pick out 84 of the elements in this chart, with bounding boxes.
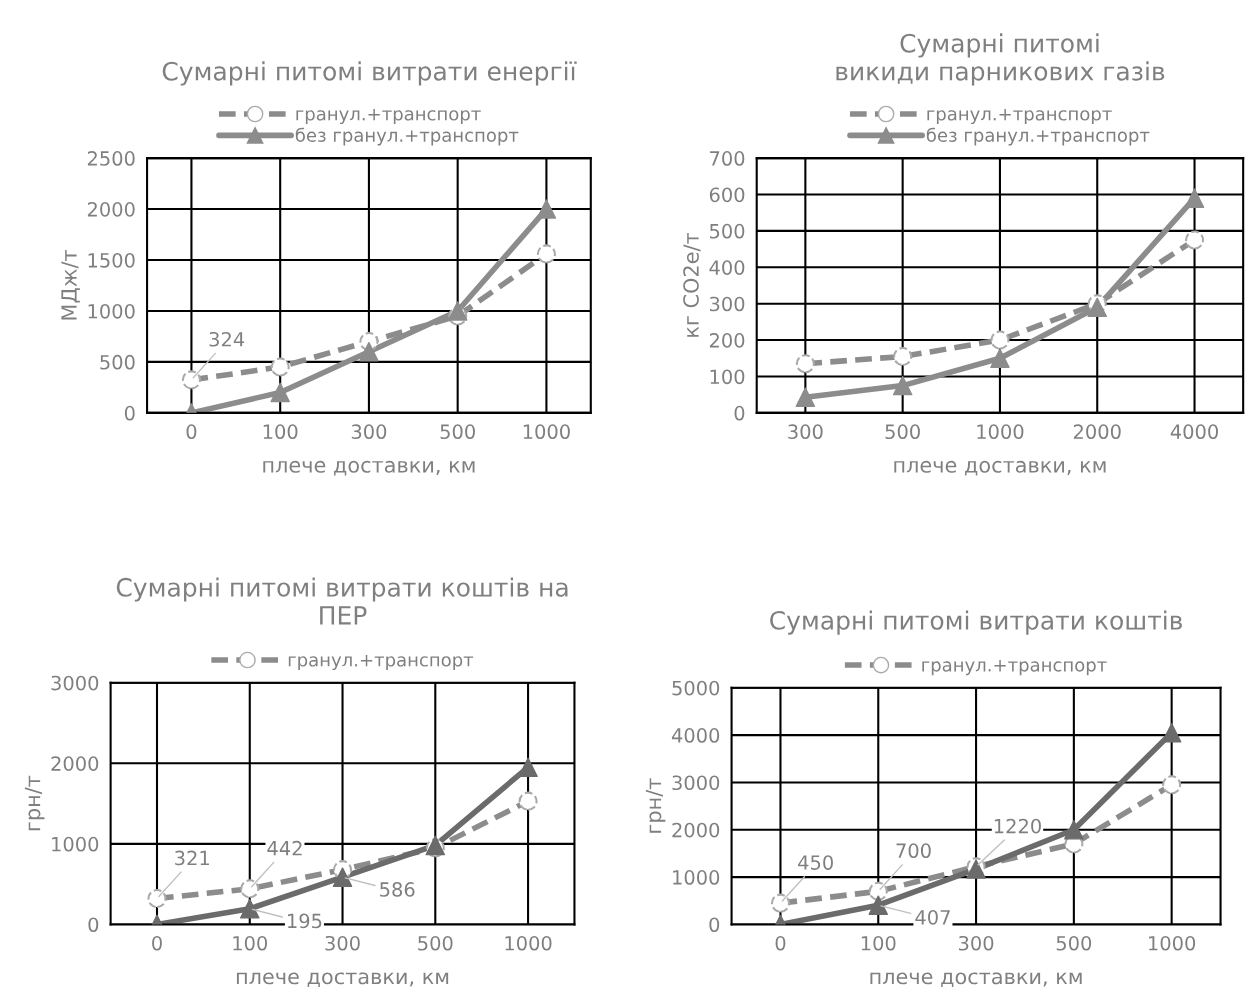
x-tick-label: 500: [440, 424, 475, 440]
y-tick-label: 1000: [52, 836, 99, 852]
x-tick-label: 500: [885, 424, 920, 440]
y-tick-label: 200: [709, 333, 745, 348]
point: [990, 348, 1010, 369]
y-tick-label: 5000: [672, 680, 720, 696]
annotation: 324: [209, 331, 245, 347]
x-tick-label: 500: [1056, 935, 1092, 951]
y-tick-label: 700: [710, 151, 745, 166]
x-tick-label: 0: [775, 935, 786, 951]
x-tick-label: 0: [152, 935, 162, 951]
y-tick-label: 1500: [88, 252, 135, 268]
legend-label: гранул.+транспорт: [927, 108, 1112, 125]
y-tick-label: 1000: [88, 303, 135, 319]
x-tick-label: 100: [233, 935, 268, 951]
y-tick-label: 3000: [51, 675, 99, 691]
y-axis-title: кг CO2e/т: [683, 232, 701, 337]
y-axis-title: МДж/т: [61, 250, 80, 320]
point: [240, 898, 260, 919]
y-tick-label: 0: [124, 405, 135, 421]
chart-title: Сумарні питомі викиди парникових газів: [836, 33, 1165, 86]
x-axis-title: плече доставки, км: [870, 972, 1082, 987]
x-tick-label: 1000: [523, 424, 570, 440]
y-tick-label: 0: [734, 405, 745, 421]
annotation: 700: [896, 843, 931, 859]
annotation: 450: [798, 855, 833, 870]
point: [1064, 820, 1084, 840]
y-tick-label: 4000: [671, 728, 720, 743]
x-tick-label: 1000: [1149, 935, 1196, 951]
point: [795, 387, 816, 407]
y-tick-label: 500: [100, 354, 135, 370]
x-tick-label: 4000: [1170, 424, 1218, 440]
x-tick-label: 100: [263, 424, 298, 440]
annotation: 1220: [994, 818, 1041, 834]
y-tick-label: 600: [709, 187, 745, 203]
y-tick-label: 2000: [672, 822, 720, 838]
point: [518, 757, 538, 778]
annotation: 321: [175, 850, 209, 866]
x-tick-label: 500: [418, 935, 453, 951]
x-tick-label: 300: [325, 935, 360, 951]
annotation: 442: [267, 840, 302, 856]
legend-label: без гранул.+транспорт: [926, 127, 1150, 146]
y-tick-label: 3000: [672, 775, 720, 791]
x-tick-label: 300: [351, 424, 387, 440]
annotation: 407: [915, 909, 950, 925]
y-tick-label: 500: [709, 223, 745, 239]
x-tick-label: 0: [186, 424, 197, 440]
y-tick-label: 0: [88, 917, 99, 933]
y-tick-label: 2000: [87, 202, 135, 217]
chart-title: Сумарні питомі витрати коштів: [770, 610, 1182, 635]
legend-label: без гранул.+транспорт: [295, 127, 519, 146]
x-axis-title: плече доставки, км: [236, 972, 449, 987]
y-tick-label: 2500: [87, 151, 135, 166]
chart-title: Сумарні питомі витрати енергії: [162, 61, 577, 86]
x-tick-label: 100: [861, 935, 896, 951]
y-tick-label: 400: [709, 260, 745, 275]
x-tick-label: 1000: [977, 424, 1024, 440]
y-tick-label: 1000: [673, 870, 720, 885]
x-tick-label: 300: [788, 424, 823, 440]
y-tick-label: 300: [709, 296, 745, 312]
point: [1184, 188, 1205, 208]
y-tick-label: 0: [709, 917, 720, 933]
legend-label: гранул.+транспорт: [922, 660, 1107, 676]
point: [359, 341, 379, 362]
x-axis-title: плече доставки, км: [894, 460, 1106, 476]
legend-label: гранул.+транспорт: [296, 108, 481, 125]
annotation: 195: [288, 913, 322, 929]
y-tick-label: 100: [710, 369, 745, 385]
point: [447, 301, 468, 321]
chart-title: Сумарні питомі витрати коштів на ПЕР: [116, 577, 568, 625]
legend-label: гранул.+транспорт: [288, 655, 474, 671]
annotation: 586: [380, 882, 415, 897]
x-axis-title: плече доставки, км: [263, 460, 475, 476]
point: [868, 895, 889, 915]
x-tick-label: 300: [958, 935, 994, 951]
y-tick-label: 2000: [51, 756, 99, 771]
y-axis-title: грн/т: [24, 775, 45, 831]
x-tick-label: 1000: [505, 935, 552, 951]
point: [270, 382, 290, 403]
point: [892, 375, 913, 396]
y-axis-title: грн/т: [645, 778, 666, 833]
x-tick-label: 2000: [1073, 424, 1121, 440]
point: [536, 199, 557, 219]
point: [332, 867, 353, 887]
